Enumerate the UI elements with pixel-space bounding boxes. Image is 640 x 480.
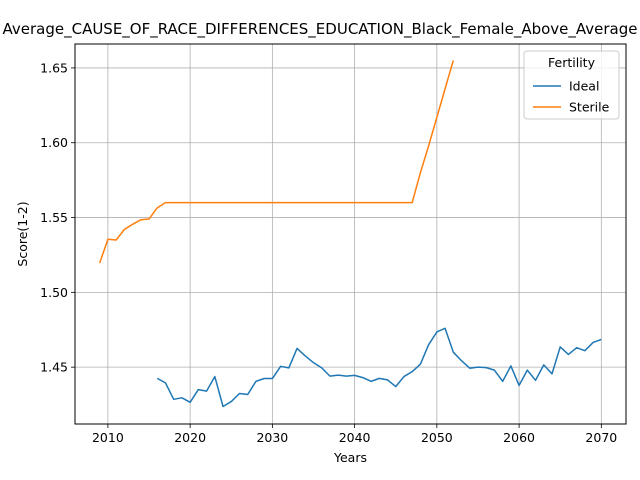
y-tick-label: 1.50 [40, 285, 68, 300]
legend-label-ideal: Ideal [569, 79, 599, 94]
series-line-ideal [156, 327, 602, 408]
x-tick-label: 2050 [421, 430, 453, 445]
series-lines [98, 60, 602, 408]
chart-title: Average_CAUSE_OF_RACE_DIFFERENCES_EDUCAT… [3, 20, 638, 39]
legend-title: Fertility [548, 55, 596, 70]
x-tick-label: 2030 [256, 430, 288, 445]
gridlines [75, 44, 626, 424]
x-tick-label: 2020 [174, 430, 206, 445]
legend-box [523, 50, 620, 120]
x-tick-label: 2040 [339, 430, 371, 445]
y-axis-label: Score(1-2) [15, 201, 30, 266]
y-tick-label: 1.55 [40, 210, 68, 225]
x-tick-label: 2010 [92, 430, 124, 445]
x-axis-label: Years [333, 450, 367, 465]
y-tick-label: 1.65 [40, 60, 68, 75]
legend: Fertility Ideal Sterile [523, 50, 620, 120]
y-tick-label: 1.45 [40, 360, 68, 375]
x-tick-label: 2070 [585, 430, 617, 445]
legend-label-sterile: Sterile [569, 100, 610, 115]
x-tick-label: 2060 [503, 430, 535, 445]
series-line-sterile [98, 60, 455, 264]
plot-frame [74, 43, 627, 425]
y-tick-label: 1.60 [40, 135, 68, 150]
axis-ticks: 2010 2020 2030 2040 2050 2060 2070 1.45 1.50 1.55… [40, 60, 617, 445]
